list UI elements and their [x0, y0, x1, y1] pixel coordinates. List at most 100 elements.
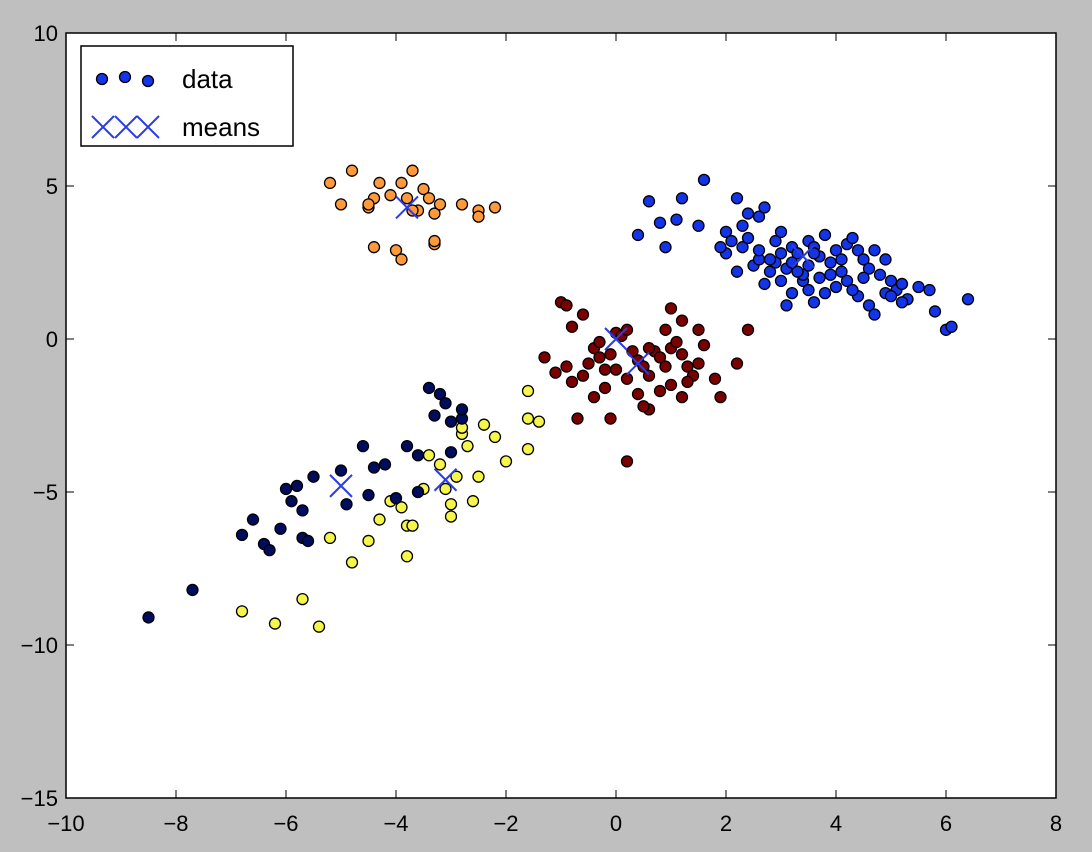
- data-point: [521, 412, 535, 425]
- data-point: [620, 455, 634, 468]
- data-point: [560, 299, 573, 312]
- data-point: [356, 439, 370, 453]
- data-point: [609, 363, 623, 376]
- data-point: [307, 470, 320, 483]
- data-point: [455, 198, 469, 211]
- data-point: [741, 207, 755, 220]
- data-point: [389, 244, 403, 257]
- data-point: [620, 323, 634, 336]
- data-point: [631, 228, 645, 242]
- data-point: [142, 611, 155, 624]
- data-point: [373, 176, 386, 190]
- data-point: [334, 198, 348, 211]
- data-point: [730, 357, 744, 370]
- data-point: [362, 534, 375, 548]
- data-point: [879, 253, 892, 266]
- data-point: [791, 265, 804, 278]
- data-point: [736, 219, 749, 232]
- data-point: [620, 372, 634, 385]
- data-point: [312, 620, 326, 633]
- legend-data-dot: [118, 70, 132, 84]
- data-point: [367, 241, 381, 254]
- data-point: [406, 164, 419, 177]
- data-point: [395, 501, 408, 514]
- data-point: [373, 513, 386, 526]
- data-point: [444, 415, 458, 428]
- data-point: [411, 449, 425, 462]
- data-point: [538, 351, 551, 364]
- data-point: [774, 274, 788, 288]
- data-point: [752, 244, 766, 257]
- data-point: [571, 412, 584, 425]
- data-point: [846, 283, 859, 297]
- legend-mean-x: [91, 115, 115, 139]
- data-point: [400, 192, 414, 205]
- data-point: [675, 390, 689, 404]
- data-point: [670, 335, 683, 349]
- data-point: [235, 605, 249, 618]
- data-point: [675, 348, 689, 361]
- x-tick-label: −4: [383, 811, 408, 836]
- legend-mean-x: [114, 115, 138, 139]
- data-point: [664, 302, 678, 315]
- data-point: [345, 164, 359, 177]
- data-point: [521, 384, 535, 398]
- data-point: [862, 262, 876, 275]
- data-point: [334, 464, 348, 477]
- data-point: [664, 378, 678, 392]
- data-point: [598, 363, 612, 376]
- data-point: [758, 201, 771, 214]
- data-point: [752, 210, 766, 223]
- data-point: [681, 360, 694, 373]
- data-point: [472, 210, 485, 223]
- data-point: [587, 390, 601, 404]
- plot-frame: [65, 32, 1057, 799]
- data-point: [697, 338, 711, 352]
- x-tick-label: 6: [940, 811, 952, 836]
- x-tick-label: −10: [47, 811, 84, 836]
- data-point: [340, 498, 353, 511]
- data-point: [521, 443, 535, 456]
- data-point: [433, 198, 447, 211]
- data-point: [774, 247, 788, 260]
- data-point: [301, 534, 315, 548]
- data-point: [560, 360, 573, 373]
- data-point: [345, 556, 359, 569]
- data-point: [576, 369, 590, 382]
- legend-means-marker: [91, 115, 160, 139]
- data-point: [780, 299, 793, 312]
- data-point: [923, 283, 936, 297]
- data-point: [769, 234, 782, 248]
- data-points: [142, 164, 975, 633]
- data-point: [884, 290, 898, 303]
- data-point: [472, 470, 485, 483]
- data-point: [433, 387, 447, 401]
- mean-marker: [604, 327, 628, 351]
- legend-mean-x: [136, 115, 160, 139]
- data-point: [565, 375, 579, 388]
- data-point: [422, 449, 436, 462]
- data-point: [444, 510, 458, 523]
- x-tick-label: 0: [610, 811, 622, 836]
- data-point: [675, 314, 689, 327]
- data-point: [466, 495, 480, 508]
- data-point: [736, 241, 749, 254]
- data-point: [741, 231, 755, 245]
- data-point: [774, 225, 788, 239]
- data-point: [637, 360, 650, 373]
- data-point: [708, 372, 722, 385]
- data-point: [807, 296, 821, 309]
- data-point: [659, 241, 672, 254]
- data-point: [285, 495, 298, 508]
- data-point: [862, 299, 876, 312]
- data-point: [846, 231, 859, 245]
- data-point: [835, 265, 848, 278]
- data-point: [714, 241, 727, 254]
- data-point: [802, 283, 815, 297]
- data-point: [400, 439, 414, 453]
- data-point: [367, 461, 381, 474]
- data-point: [439, 397, 452, 410]
- x-tick-label: 2: [720, 811, 732, 836]
- plot-area: [66, 33, 1056, 798]
- data-point: [692, 219, 705, 232]
